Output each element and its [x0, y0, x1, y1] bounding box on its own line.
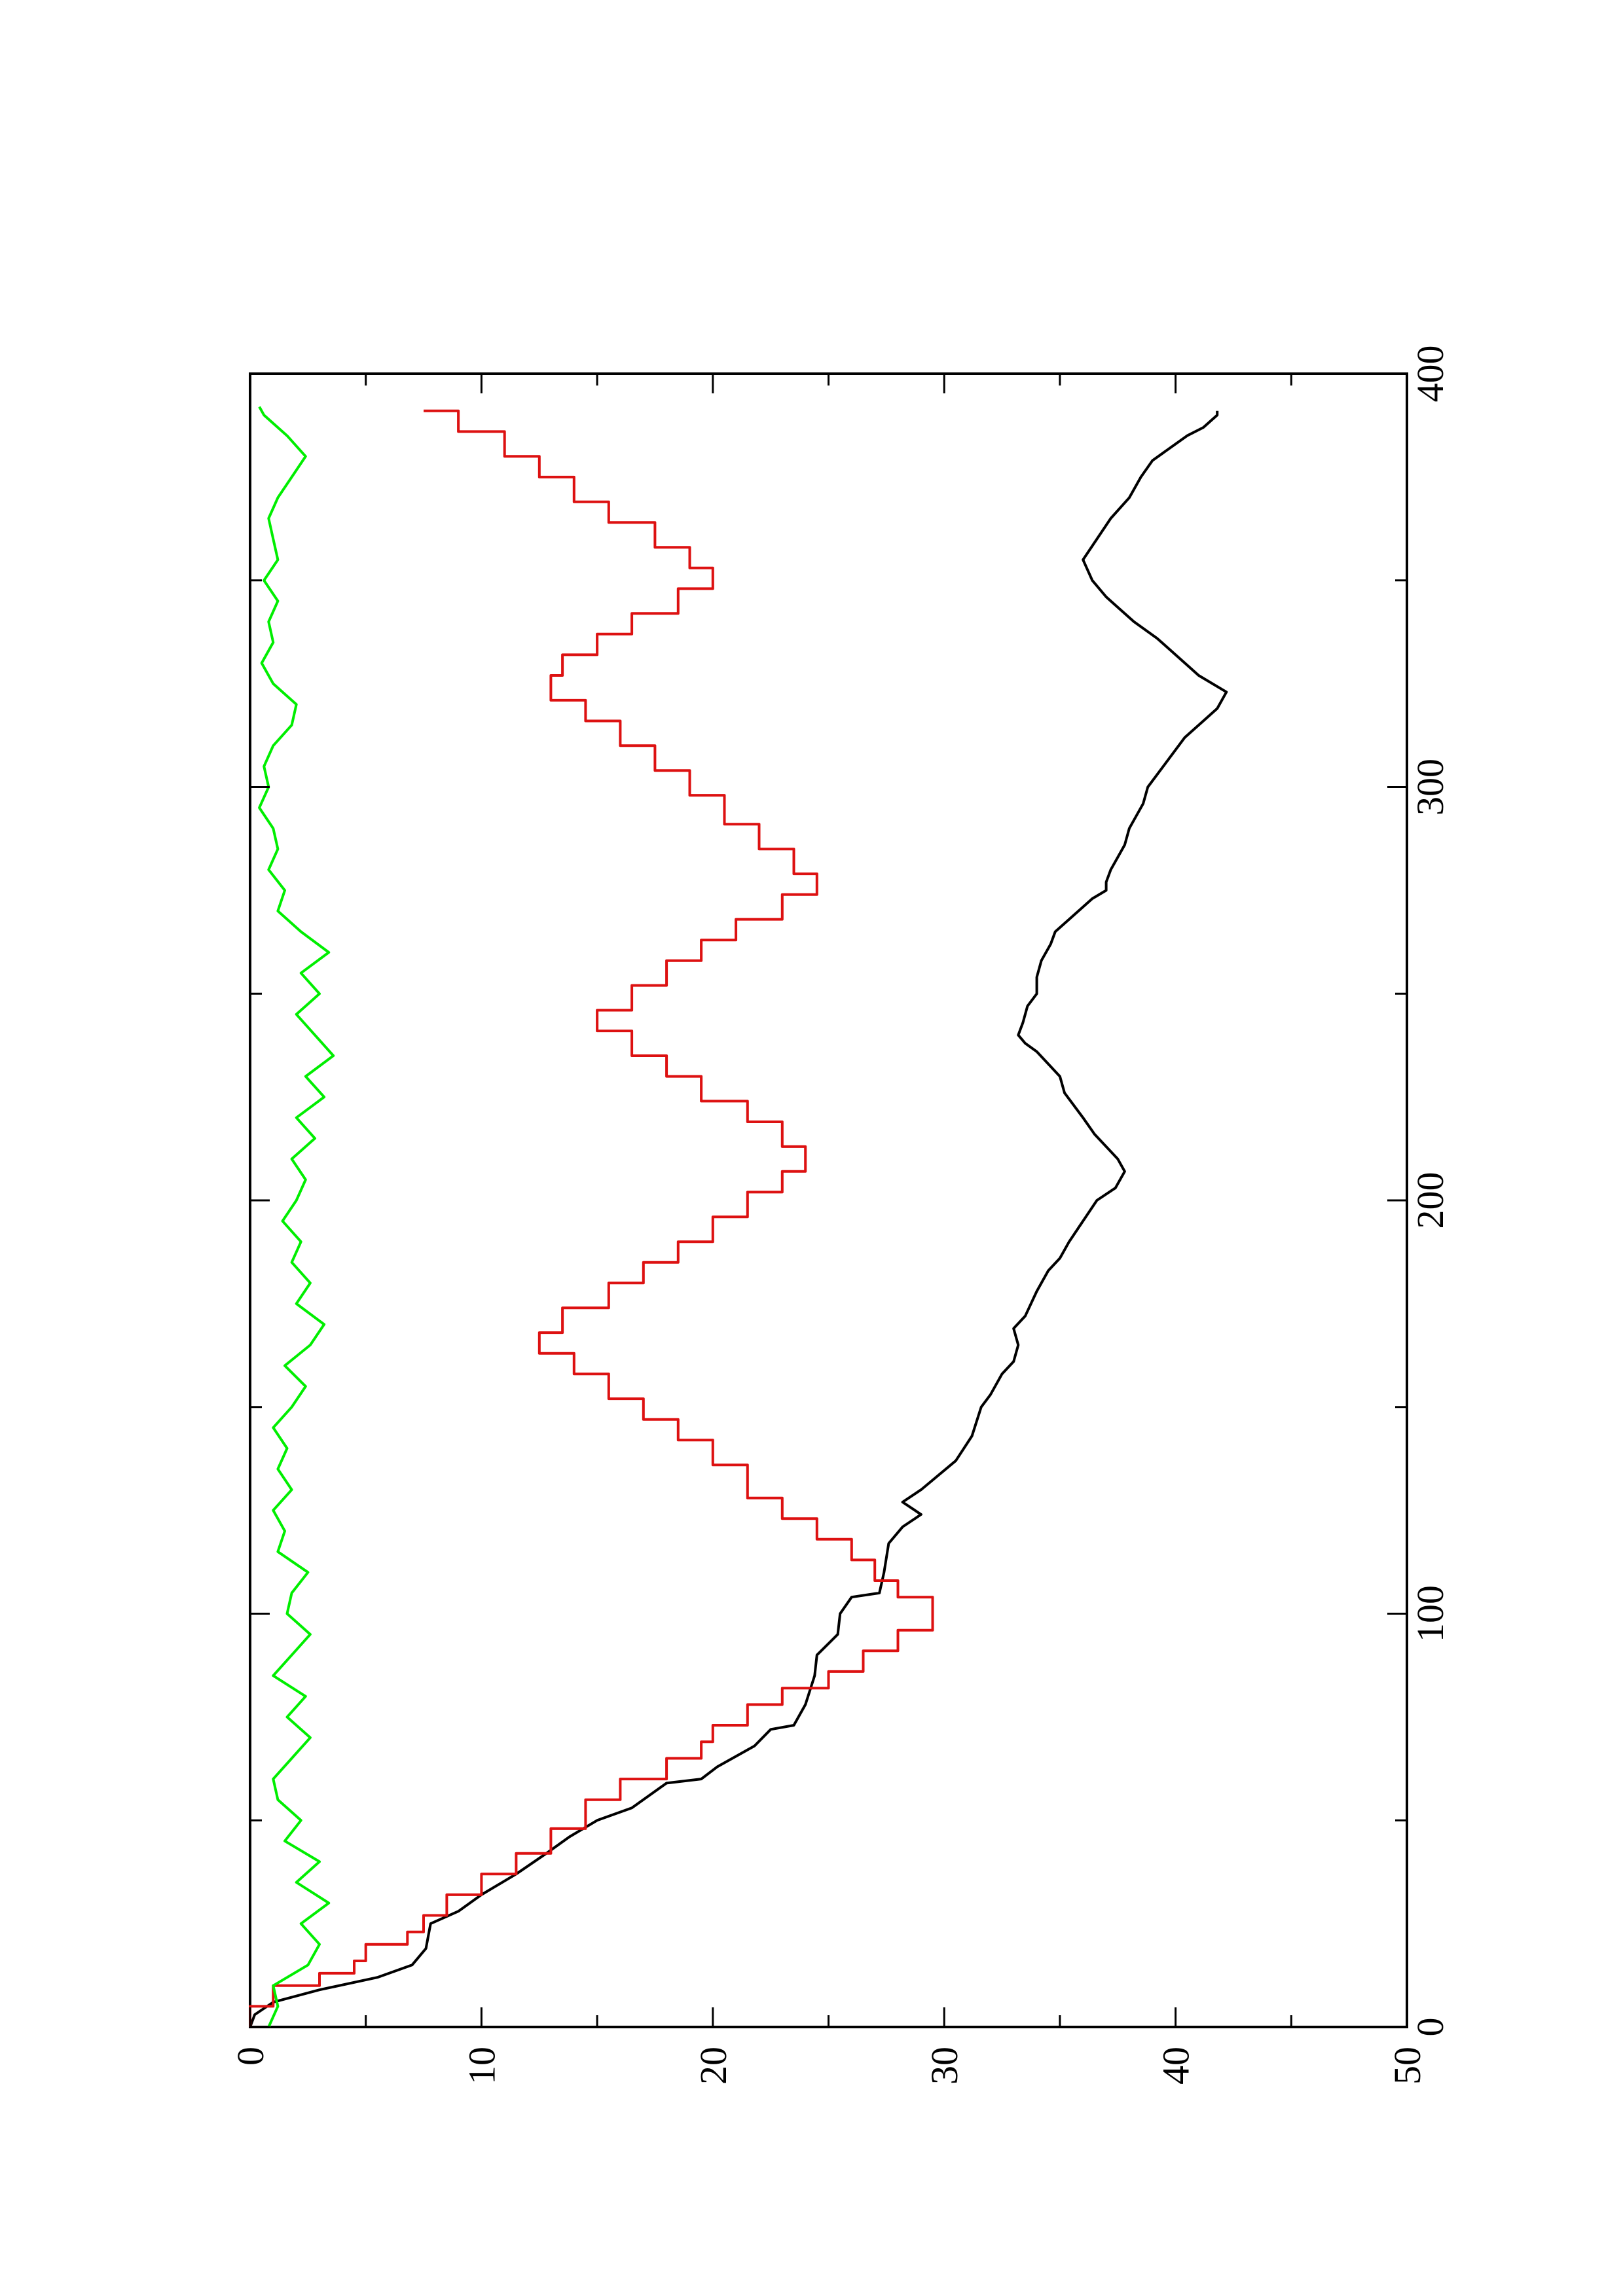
- plot-frame: [249, 372, 1408, 2028]
- x-tick-label: 0: [1409, 2018, 1451, 2037]
- series-layer: [249, 406, 1228, 2028]
- series-line-1: [249, 410, 1228, 2028]
- series-line-2: [249, 409, 934, 2027]
- ticks-layer: [249, 372, 1408, 2028]
- y-tick-label: 0: [229, 2047, 272, 2066]
- y-tick-label: 20: [692, 2047, 735, 2085]
- x-tick-label: 400: [1409, 346, 1451, 403]
- y-tick-label: 50: [1386, 2047, 1429, 2085]
- y-tick-label: 30: [923, 2047, 966, 2085]
- y-tick-label: 40: [1155, 2047, 1197, 2085]
- tick-labels-layer: 0 100 200 300 400 0 10 20 30 40 50: [229, 346, 1451, 2085]
- plot-area: 0 100 200 300 400 0 10 20 30 40 50: [229, 346, 1451, 2085]
- y-tick-label: 10: [460, 2047, 503, 2085]
- x-tick-label: 200: [1409, 1172, 1451, 1229]
- series-line-3: [258, 406, 335, 2028]
- x-tick-label: 100: [1409, 1585, 1451, 1642]
- x-tick-label: 300: [1409, 759, 1451, 816]
